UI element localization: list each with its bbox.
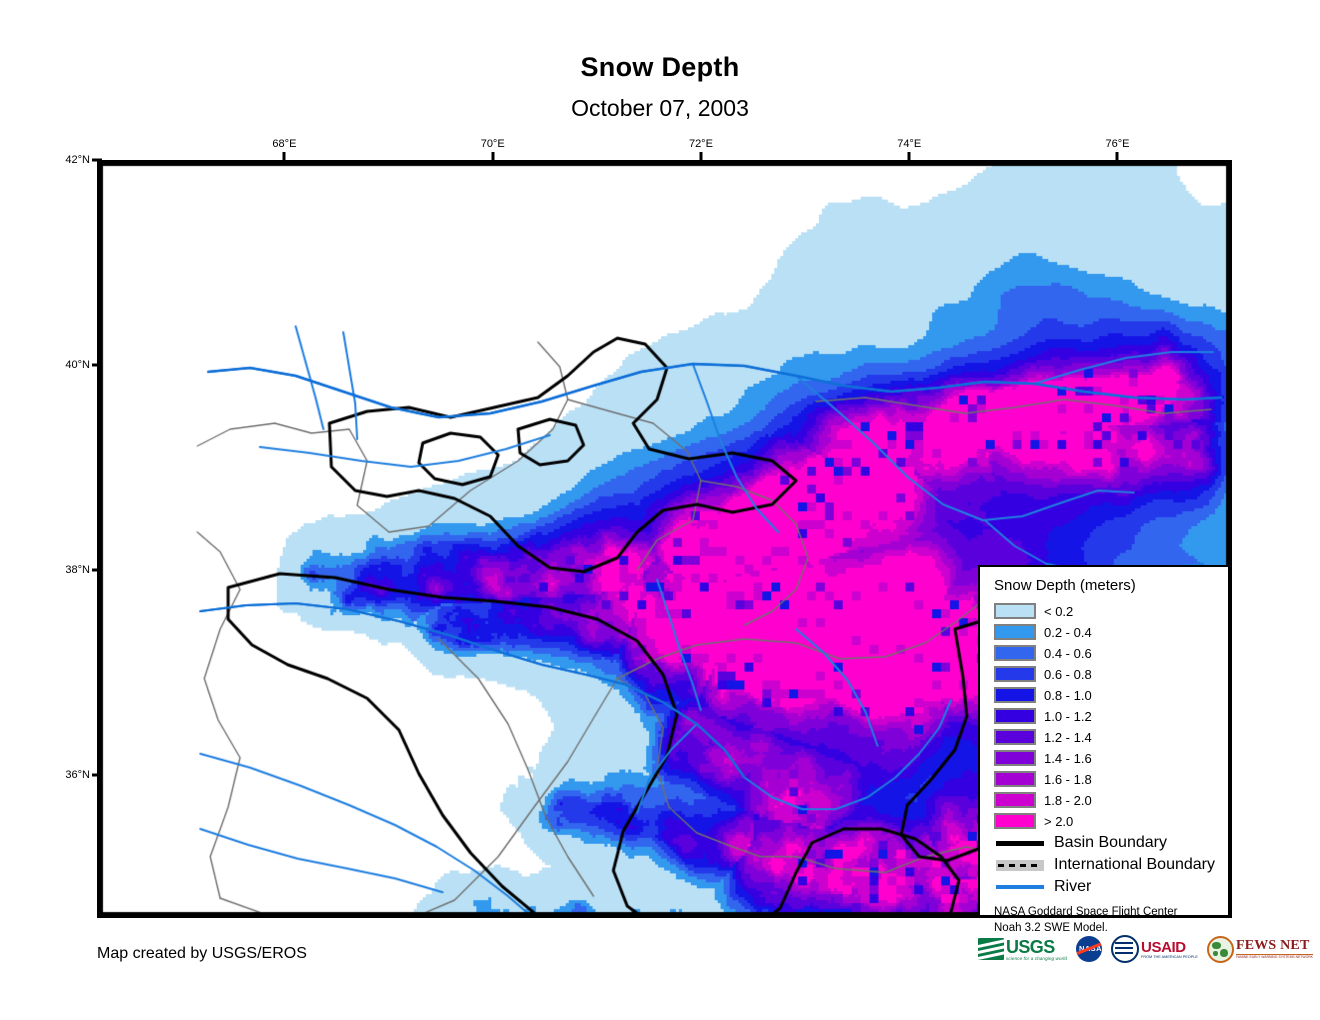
usaid-seal-icon — [1111, 935, 1140, 963]
nasa-meatball-icon: NASA — [1076, 936, 1103, 962]
legend-class-label: 1.6 - 1.8 — [1044, 771, 1092, 787]
lon-tick-mark — [699, 152, 703, 162]
lon-tick-mark — [491, 152, 495, 162]
lon-tick-label: 68°E — [272, 138, 297, 150]
lon-tick-mark — [907, 152, 911, 162]
legend-color-swatch — [994, 813, 1036, 829]
agency-logo-strip: USGS science for a changing world NASA U… — [978, 931, 1313, 967]
map-credit: Map created by USGS/EROS — [97, 945, 307, 962]
river-line-icon — [994, 879, 1046, 895]
map-legend: Snow Depth (meters) < 0.2 0.2 - 0.4 0.4 - … — [978, 565, 1230, 934]
legend-note-line1: NASA Goddard Space Flight Center — [994, 906, 1178, 918]
legend-class-row: < 0.2 — [994, 601, 1218, 621]
fewsnet-globe-icon — [1206, 935, 1234, 963]
legend-color-swatch — [994, 666, 1036, 682]
page-subtitle: October 07, 2003 — [571, 95, 749, 121]
legend-line-row: River — [994, 876, 1218, 898]
legend-class-row: 0.2 - 0.4 — [994, 622, 1218, 642]
line-sample — [996, 859, 1044, 871]
lon-tick-label: 76°E — [1105, 138, 1130, 150]
lat-tick-mark — [92, 773, 102, 777]
legend-class-label: 1.8 - 2.0 — [1044, 792, 1092, 808]
legend-line-row: International Boundary — [994, 854, 1218, 876]
lat-tick-label: 42°N — [65, 154, 90, 166]
legend-line-list: Basin Boundary International Boundary Rive… — [994, 832, 1218, 898]
legend-class-row: 1.2 - 1.4 — [994, 727, 1218, 747]
fewsnet-rule — [1235, 953, 1313, 956]
legend-color-swatch — [994, 771, 1036, 787]
lat-tick-mark — [92, 363, 102, 367]
usgs-logo: USGS science for a changing world — [978, 932, 1067, 966]
legend-class-row: 0.8 - 1.0 — [994, 685, 1218, 705]
legend-class-row: 1.4 - 1.6 — [994, 748, 1218, 768]
legend-color-swatch — [994, 750, 1036, 766]
legend-title: Snow Depth (meters) — [994, 577, 1136, 594]
legend-class-row: 1.0 - 1.2 — [994, 706, 1218, 726]
usaid-logo-text: USAID — [1141, 938, 1186, 956]
legend-class-row: 0.4 - 0.6 — [994, 643, 1218, 663]
legend-class-label: 0.8 - 1.0 — [1044, 687, 1092, 703]
fewsnet-logo-tagline: FAMINE EARLY WARNING SYSTEMS NETWORK — [1235, 955, 1313, 960]
legend-class-label: 0.2 - 0.4 — [1044, 624, 1092, 640]
legend-color-swatch — [994, 729, 1036, 745]
usaid-logo-tagline: FROM THE AMERICAN PEOPLE — [1141, 954, 1198, 959]
lon-tick-mark — [1115, 152, 1119, 162]
legend-class-label: 0.6 - 0.8 — [1044, 666, 1092, 682]
legend-class-label: 1.4 - 1.6 — [1044, 750, 1092, 766]
line-sample — [996, 840, 1044, 846]
legend-class-label: > 2.0 — [1044, 813, 1074, 829]
legend-class-list: < 0.2 0.2 - 0.4 0.4 - 0.6 0.6 - 0.8 0.8 - 1.… — [994, 601, 1218, 831]
usgs-wave-icon — [978, 938, 1004, 960]
nasa-logo: NASA — [1076, 932, 1103, 966]
legend-class-row: > 2.0 — [994, 811, 1218, 831]
lat-tick-label: 40°N — [65, 358, 90, 371]
legend-color-swatch — [994, 645, 1036, 661]
legend-class-row: 1.6 - 1.8 — [994, 769, 1218, 789]
legend-class-row: 0.6 - 0.8 — [994, 664, 1218, 684]
legend-class-label: 0.4 - 0.6 — [1044, 645, 1092, 661]
page-title: Snow Depth — [580, 52, 740, 82]
usaid-logo: USAID FROM THE AMERICAN PEOPLE — [1111, 932, 1198, 966]
lat-tick-mark — [92, 568, 102, 572]
line-sample — [996, 885, 1044, 889]
fewsnet-logo-text: FEWS NET — [1235, 937, 1310, 953]
legend-source-note: NASA Goddard Space Flight Center Noah 3.… — [994, 905, 1218, 936]
lat-tick-mark — [92, 158, 102, 162]
lat-tick-label: 36°N — [65, 768, 90, 781]
legend-color-swatch — [994, 708, 1036, 724]
legend-color-swatch — [994, 603, 1036, 619]
legend-line-label: Basin Boundary — [1054, 834, 1167, 851]
legend-line-label: River — [1054, 878, 1092, 895]
lon-tick-label: 72°E — [688, 138, 713, 150]
legend-note-line2: Noah 3.2 SWE Model. — [994, 921, 1108, 934]
legend-class-label: < 0.2 — [1044, 603, 1074, 619]
legend-class-label: 1.0 - 1.2 — [1044, 708, 1092, 724]
legend-line-label: International Boundary — [1054, 856, 1215, 873]
lat-tick-label: 38°N — [65, 563, 90, 576]
lon-tick-label: 70°E — [480, 138, 505, 150]
fewsnet-logo: FEWS NET FAMINE EARLY WARNING SYSTEMS NE… — [1206, 932, 1313, 966]
lon-tick-mark — [282, 152, 286, 162]
legend-color-swatch — [994, 792, 1036, 808]
legend-color-swatch — [994, 624, 1036, 640]
legend-class-label: 1.2 - 1.4 — [1044, 729, 1092, 745]
legend-class-row: 1.8 - 2.0 — [994, 790, 1218, 810]
usgs-logo-text: USGS — [1006, 936, 1055, 957]
usgs-logo-tagline: science for a changing world — [1006, 955, 1068, 961]
map-frame[interactable] — [97, 160, 1232, 918]
basin-boundary-line-icon — [994, 835, 1046, 851]
legend-line-row: Basin Boundary — [994, 832, 1218, 854]
international-boundary-line-icon — [994, 857, 1046, 873]
lon-tick-label: 74°E — [897, 138, 922, 150]
legend-color-swatch — [994, 687, 1036, 703]
